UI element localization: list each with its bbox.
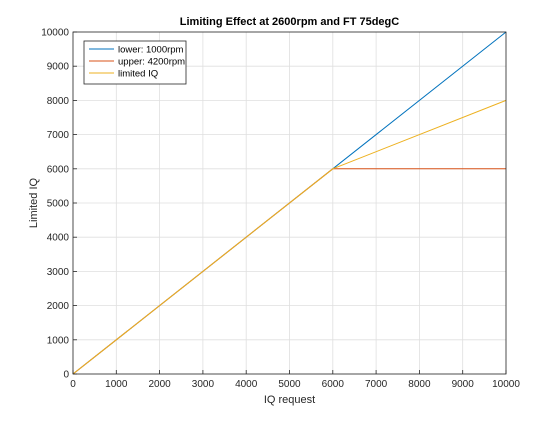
x-tick-label: 9000 bbox=[452, 379, 475, 390]
legend-label: lower: 1000rpm bbox=[118, 45, 184, 56]
x-tick-label: 0 bbox=[70, 379, 76, 390]
y-tick-label: 5000 bbox=[47, 199, 70, 210]
y-tick-label: 1000 bbox=[47, 335, 70, 346]
x-tick-label: 1000 bbox=[105, 379, 128, 390]
x-tick-label: 2000 bbox=[148, 379, 171, 390]
axis-ticks: 0 1000 2000 3000 4000 5000 6000 7000 8000 9000 100… bbox=[41, 28, 520, 391]
y-tick-label: 2000 bbox=[47, 301, 70, 312]
x-tick-label: 8000 bbox=[408, 379, 431, 390]
x-tick-label: 6000 bbox=[322, 379, 345, 390]
x-tick-label: 7000 bbox=[365, 379, 388, 390]
legend-label: limited IQ bbox=[118, 69, 158, 80]
chart-title: Limiting Effect at 2600rpm and FT 75degC bbox=[180, 16, 399, 28]
x-tick-label: 4000 bbox=[235, 379, 258, 390]
x-tick-label: 10000 bbox=[492, 379, 520, 390]
y-tick-label: 9000 bbox=[47, 62, 70, 73]
x-tick-label: 3000 bbox=[192, 379, 215, 390]
x-axis-label: IQ request bbox=[264, 394, 315, 406]
series-line-limited-iq bbox=[72, 99, 507, 375]
legend-label: upper: 4200rpm bbox=[118, 57, 185, 68]
y-tick-label: 7000 bbox=[47, 130, 70, 141]
y-tick-label: 10000 bbox=[41, 28, 69, 39]
y-tick-label: 4000 bbox=[47, 233, 70, 244]
x-tick-label: 5000 bbox=[278, 379, 301, 390]
data-series bbox=[72, 31, 507, 375]
y-tick-label: 8000 bbox=[47, 96, 70, 107]
y-tick-label: 0 bbox=[63, 370, 69, 381]
legend-box bbox=[83, 40, 187, 85]
y-tick-label: 3000 bbox=[47, 267, 70, 278]
y-tick-label: 6000 bbox=[47, 164, 70, 175]
y-axis-label: Limited IQ bbox=[28, 177, 40, 228]
